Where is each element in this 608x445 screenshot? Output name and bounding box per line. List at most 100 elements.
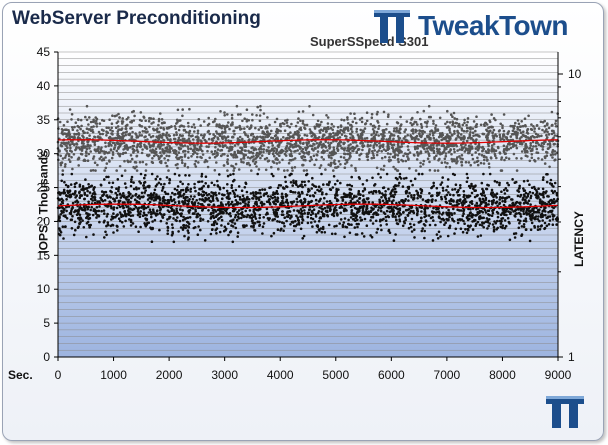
data-point xyxy=(154,177,158,181)
data-point xyxy=(511,129,515,133)
data-point xyxy=(288,210,292,213)
data-point xyxy=(470,215,474,219)
data-point xyxy=(297,209,301,213)
data-point xyxy=(382,168,385,172)
data-point xyxy=(124,147,127,150)
data-point xyxy=(334,196,337,200)
data-point xyxy=(348,157,351,160)
data-point xyxy=(190,155,193,158)
data-point xyxy=(273,147,277,150)
data-point xyxy=(520,225,524,228)
data-point xyxy=(433,157,436,161)
data-point xyxy=(351,218,355,221)
data-point xyxy=(360,137,364,140)
data-point xyxy=(452,207,455,211)
data-point xyxy=(168,215,171,219)
data-point xyxy=(490,188,494,192)
data-point xyxy=(336,165,340,169)
data-point xyxy=(221,130,224,134)
data-point xyxy=(103,219,106,223)
data-point xyxy=(361,183,365,186)
data-point xyxy=(528,159,532,163)
data-point xyxy=(384,215,388,219)
data-point xyxy=(474,151,478,154)
data-point xyxy=(431,131,435,135)
data-point xyxy=(400,139,404,143)
data-point xyxy=(541,148,545,151)
data-point xyxy=(271,196,274,200)
data-point xyxy=(95,209,98,213)
data-point xyxy=(176,166,179,170)
data-point xyxy=(150,198,153,201)
data-point xyxy=(226,135,230,138)
data-point xyxy=(421,227,425,230)
data-point xyxy=(139,225,142,229)
data-point xyxy=(181,188,185,192)
data-point xyxy=(524,219,528,223)
data-point xyxy=(438,134,442,137)
data-point xyxy=(134,132,137,135)
data-point xyxy=(550,189,554,193)
data-point xyxy=(270,136,273,140)
data-point xyxy=(292,134,295,137)
data-point xyxy=(186,229,190,232)
data-point xyxy=(273,154,276,158)
data-point xyxy=(496,204,499,208)
data-point xyxy=(347,152,351,156)
data-point xyxy=(447,208,450,212)
data-point xyxy=(485,187,488,191)
data-point xyxy=(232,156,235,159)
tweaktown-logo-icon xyxy=(374,10,410,43)
data-point xyxy=(105,162,109,165)
data-point xyxy=(364,122,368,125)
data-point xyxy=(197,161,200,164)
data-point xyxy=(423,207,426,211)
data-point xyxy=(173,149,177,152)
data-point xyxy=(444,137,448,140)
data-point xyxy=(394,190,398,194)
data-point xyxy=(102,119,106,122)
data-point xyxy=(443,157,447,161)
data-point xyxy=(201,209,204,212)
data-point xyxy=(258,223,262,227)
data-point xyxy=(335,209,338,212)
data-point xyxy=(345,226,349,229)
data-point xyxy=(216,136,219,139)
data-point xyxy=(94,116,97,119)
data-point xyxy=(404,218,408,222)
data-point xyxy=(526,136,530,139)
data-point xyxy=(181,227,185,230)
data-point xyxy=(85,118,89,122)
data-point xyxy=(358,197,361,200)
data-point xyxy=(435,194,439,197)
data-point xyxy=(490,214,494,217)
data-point xyxy=(136,213,140,217)
data-point xyxy=(214,145,217,149)
data-point xyxy=(129,184,133,188)
data-point xyxy=(507,195,511,199)
data-point xyxy=(402,211,405,214)
data-point xyxy=(306,221,310,225)
data-point xyxy=(223,114,226,117)
data-point xyxy=(444,154,448,158)
data-point xyxy=(530,156,534,160)
data-point xyxy=(328,209,332,213)
data-point xyxy=(543,124,547,128)
data-point xyxy=(196,233,200,236)
data-point xyxy=(455,191,459,194)
data-point xyxy=(518,128,522,132)
data-point xyxy=(283,169,286,172)
data-point xyxy=(501,200,504,203)
data-point xyxy=(474,224,478,227)
data-point xyxy=(392,137,395,141)
data-point xyxy=(471,220,474,223)
data-point xyxy=(519,195,522,198)
data-point xyxy=(418,144,422,148)
data-point xyxy=(251,151,255,155)
data-point xyxy=(215,161,218,164)
data-point xyxy=(60,205,64,209)
data-point xyxy=(351,120,355,124)
data-point xyxy=(474,214,477,217)
data-point xyxy=(244,145,248,148)
data-point xyxy=(117,217,121,220)
